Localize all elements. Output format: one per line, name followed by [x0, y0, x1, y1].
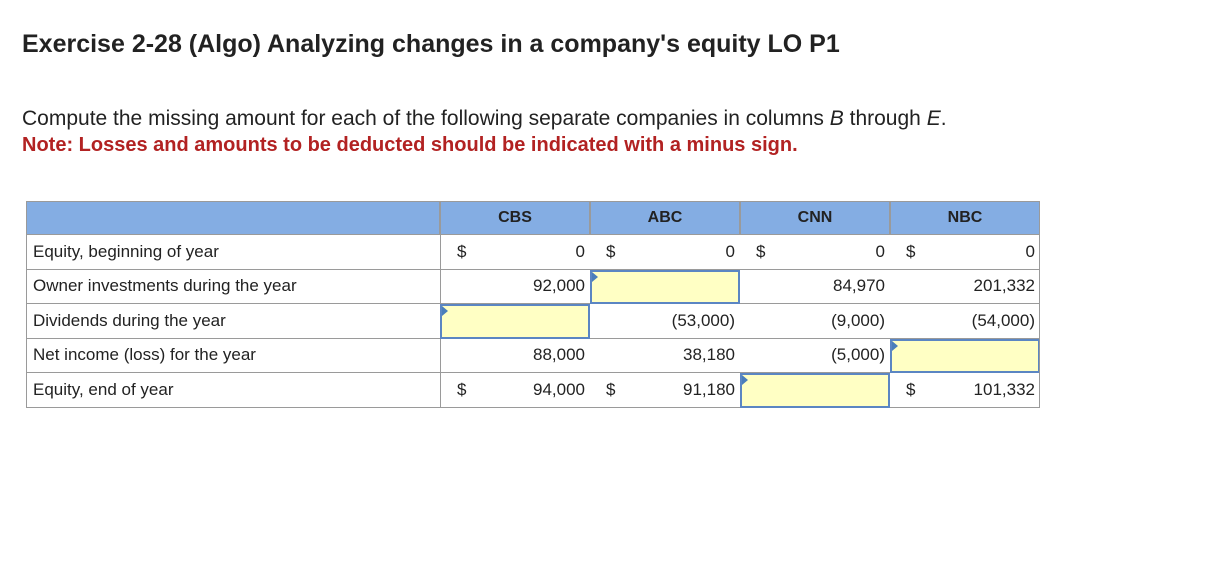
value-cell: $94,000 — [440, 373, 590, 408]
column-header: ABC — [590, 201, 740, 235]
amount: 0 — [1025, 241, 1035, 261]
instruction-text: Compute the missing amount for each of t… — [22, 107, 830, 130]
value-cell: (5,000) — [740, 339, 890, 373]
input-cell[interactable] — [590, 269, 740, 304]
amount: 38,180 — [683, 345, 735, 365]
value-cell: 38,180 — [590, 339, 740, 373]
value-cell: 92,000 — [440, 269, 590, 304]
amount: 88,000 — [533, 345, 585, 365]
value-cell: $0 — [590, 235, 740, 270]
column-letter: B — [829, 107, 844, 130]
column-header: CBS — [440, 201, 590, 235]
amount: 0 — [575, 241, 585, 261]
value-cell: $91,180 — [590, 373, 740, 408]
currency-sign: $ — [906, 379, 916, 399]
instruction: Compute the missing amount for each of t… — [22, 107, 947, 131]
row-label: Dividends during the year — [26, 304, 440, 339]
row-label: Equity, beginning of year — [26, 235, 440, 270]
row-edge — [1039, 269, 1040, 304]
amount: (5,000) — [831, 345, 885, 365]
value-cell: 88,000 — [440, 338, 590, 373]
row-label: Net income (loss) for the year — [26, 338, 440, 373]
currency-sign: $ — [606, 241, 616, 261]
row-edge — [1039, 304, 1040, 339]
value-cell: $0 — [740, 235, 890, 270]
value-cell: 201,332 — [890, 270, 1040, 304]
row-label: Equity, end of year — [26, 373, 440, 408]
value-cell: (54,000) — [890, 304, 1040, 339]
row-edge — [1039, 373, 1040, 408]
value-cell: 84,970 — [740, 270, 890, 304]
currency-sign: $ — [756, 241, 766, 261]
amount: 101,332 — [973, 379, 1035, 399]
value-cell: (9,000) — [740, 304, 890, 339]
amount: (54,000) — [971, 310, 1035, 330]
row-label: Owner investments during the year — [26, 269, 440, 304]
amount: 84,970 — [833, 276, 885, 296]
row-edge — [1039, 338, 1040, 373]
amount: 201,332 — [973, 276, 1035, 296]
amount: 94,000 — [533, 379, 585, 399]
column-header: CNN — [740, 201, 890, 235]
input-cell[interactable] — [440, 304, 590, 339]
amount: 0 — [725, 241, 735, 261]
value-cell: $0 — [890, 235, 1040, 270]
input-marker — [742, 375, 748, 385]
input-cell[interactable] — [740, 373, 890, 408]
amount: 92,000 — [533, 276, 585, 296]
currency-sign: $ — [906, 241, 916, 261]
value-cell: $101,332 — [890, 373, 1040, 408]
currency-sign: $ — [457, 379, 467, 399]
currency-sign: $ — [457, 241, 467, 261]
column-header: NBC — [890, 201, 1040, 235]
input-marker — [592, 271, 598, 282]
value-cell: (53,000) — [590, 304, 740, 339]
note: Note: Losses and amounts to be deducted … — [22, 134, 798, 156]
currency-sign: $ — [606, 379, 616, 399]
instruction-text: . — [940, 107, 947, 130]
value-cell: $0 — [440, 235, 590, 270]
instruction-text: through — [843, 107, 927, 130]
column-letter: E — [926, 107, 941, 130]
amount: (53,000) — [671, 310, 735, 330]
amount: 0 — [875, 241, 885, 261]
input-marker — [442, 306, 448, 316]
amount: 91,180 — [683, 379, 735, 399]
title: Exercise 2-28 (Algo) Analyzing changes i… — [22, 30, 840, 58]
input-cell[interactable] — [890, 338, 1040, 373]
header-cell — [26, 201, 440, 235]
amount: (9,000) — [831, 310, 885, 330]
row-edge — [1039, 235, 1040, 270]
input-marker — [892, 340, 898, 351]
